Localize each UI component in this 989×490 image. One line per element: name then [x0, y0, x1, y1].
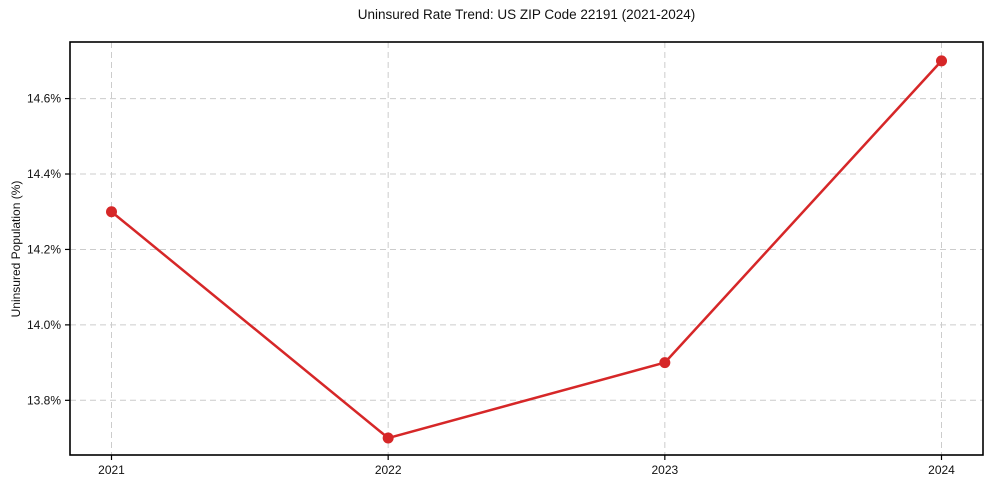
data-point-marker: [659, 357, 671, 369]
data-point-marker: [936, 55, 947, 67]
x-tick-label: 2024: [928, 463, 955, 477]
x-tick-label: 2022: [375, 463, 402, 477]
x-tick-label: 2023: [651, 463, 678, 477]
y-tick-label: 14.4%: [27, 167, 61, 181]
y-tick-label: 13.8%: [27, 393, 61, 407]
data-point-marker: [382, 432, 394, 444]
y-tick-label: 14.0%: [27, 318, 61, 332]
chart-title: Uninsured Rate Trend: US ZIP Code 22191 …: [357, 7, 696, 22]
data-point-marker: [106, 206, 117, 218]
x-tick-label: 2021: [98, 463, 125, 477]
y-tick-label: 14.6%: [27, 92, 61, 106]
trend-line: [110, 59, 943, 440]
plot-border: [69, 41, 984, 456]
y-tick-label: 14.2%: [27, 242, 61, 256]
